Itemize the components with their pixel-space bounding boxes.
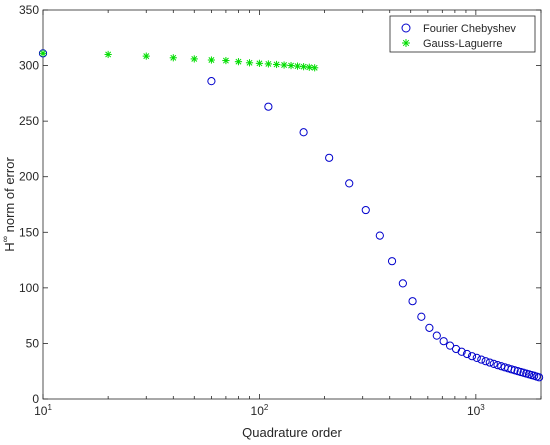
x-axis-ticks: 101 102 103 (34, 10, 542, 418)
data-point (493, 361, 502, 370)
data-point (375, 231, 384, 240)
data-point (245, 59, 254, 67)
data-point (300, 63, 308, 71)
data-point (477, 355, 486, 364)
legend-marker-gauss-laguerre (402, 39, 410, 47)
data-point (104, 50, 112, 59)
data-point (489, 359, 498, 368)
data-point (264, 102, 273, 111)
data-point (299, 128, 308, 137)
y-tick-label: 350 (19, 3, 39, 17)
data-point (293, 62, 302, 70)
y-tick-label: 200 (19, 170, 39, 184)
legend: Fourier Chebyshev Gauss-Laguerre (389, 15, 536, 53)
data-point (467, 352, 477, 361)
data-point (425, 323, 434, 332)
data-point (535, 373, 544, 382)
data-point (398, 279, 407, 288)
data-point (345, 179, 354, 188)
data-point (207, 56, 216, 64)
x-tick-label-exp: 2 (264, 403, 269, 412)
series-fourier-chebyshev (38, 49, 544, 382)
x-tick-label-exp: 1 (47, 403, 52, 412)
data-point (207, 77, 216, 86)
data-point (472, 353, 481, 362)
data-point (311, 64, 319, 72)
data-point (305, 63, 313, 71)
x-tick-label: 102 (251, 403, 269, 418)
legend-box (389, 15, 536, 53)
data-point (255, 59, 264, 67)
data-point (485, 358, 494, 367)
legend-marker-fourier-chebyshev (401, 23, 411, 33)
data-point (272, 60, 281, 69)
data-point (445, 341, 455, 350)
data-point (481, 357, 490, 366)
x-axis-title: Quadrature order (242, 425, 342, 440)
data-point (280, 61, 288, 69)
data-point (439, 337, 448, 346)
data-point (190, 55, 198, 63)
data-point (264, 60, 272, 68)
data-point (361, 205, 370, 215)
y-axis-ticks: 0 50 100 150 200 250 300 350 (19, 3, 541, 406)
x-tick-label-base: 10 (251, 404, 265, 418)
data-point (457, 347, 466, 356)
x-tick-label-base: 10 (34, 404, 48, 418)
data-point (169, 54, 177, 62)
x-tick-label-exp: 3 (480, 403, 485, 412)
y-axis-title-rest: norm of error (2, 157, 17, 236)
y-axis-title-base: H (2, 242, 17, 251)
y-tick-label: 0 (32, 392, 39, 406)
data-point (387, 257, 397, 266)
series-gauss-laguerre (39, 49, 319, 72)
data-point (222, 56, 230, 65)
data-point (234, 58, 243, 66)
y-axis-title-sup: ∞ (0, 236, 10, 242)
data-point (462, 349, 472, 359)
data-point (39, 49, 47, 57)
y-tick-label: 250 (19, 114, 39, 128)
series-layer (38, 49, 544, 382)
y-tick-label: 300 (19, 59, 39, 73)
plot-area (42, 9, 542, 400)
y-axis-title: H∞ norm of error (0, 157, 17, 252)
legend-label-gauss-laguerre: Gauss-Laguerre (423, 38, 503, 50)
data-point (408, 297, 417, 306)
data-point (417, 312, 426, 321)
legend-label-fourier-chebyshev: Fourier Chebyshev (423, 23, 516, 35)
x-tick-label: 101 (34, 403, 52, 418)
data-point (507, 365, 516, 374)
data-point (432, 331, 441, 340)
data-point (325, 153, 334, 162)
x-tick-label: 103 (467, 403, 485, 418)
data-point (287, 61, 295, 70)
y-tick-label: 50 (26, 336, 40, 350)
y-tick-label: 100 (19, 281, 39, 295)
data-point (142, 52, 150, 60)
y-tick-label: 150 (19, 225, 39, 239)
x-tick-label-base: 10 (467, 404, 481, 418)
